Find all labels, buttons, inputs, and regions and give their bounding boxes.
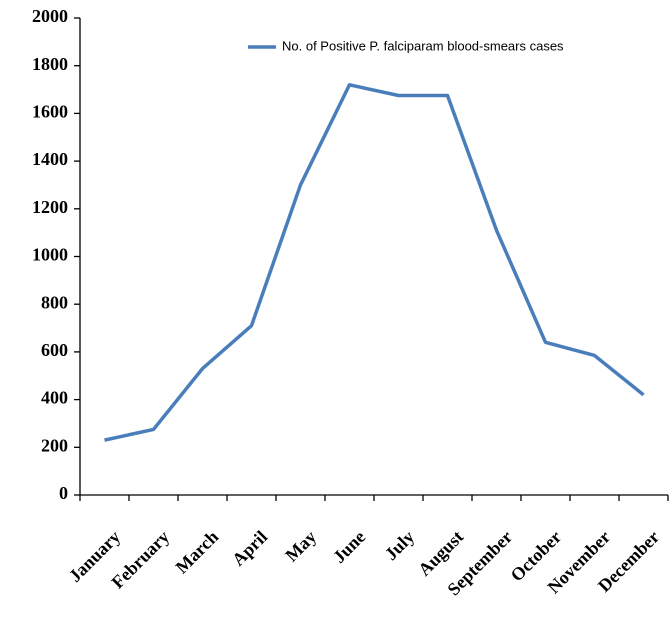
x-tick-label: May [281, 527, 320, 566]
x-tick-label: June [329, 527, 369, 567]
y-tick-label: 0 [59, 483, 68, 503]
x-tick-label: April [228, 527, 271, 570]
y-tick-label: 1800 [32, 54, 68, 74]
legend-label: No. of Positive P. falciparam blood-smea… [282, 38, 564, 53]
y-tick-label: 400 [41, 388, 68, 408]
y-tick-label: 1000 [32, 245, 68, 265]
y-tick-label: 1400 [32, 149, 68, 169]
y-tick-label: 600 [41, 340, 68, 360]
y-tick-label: 2000 [32, 6, 68, 26]
y-tick-label: 1200 [32, 197, 68, 217]
y-tick-label: 200 [41, 435, 68, 455]
x-tick-label: July [381, 527, 418, 564]
y-tick-label: 1600 [32, 102, 68, 122]
y-tick-label: 800 [41, 292, 68, 312]
line-series [104, 83, 645, 442]
x-tick-label: March [172, 527, 223, 578]
